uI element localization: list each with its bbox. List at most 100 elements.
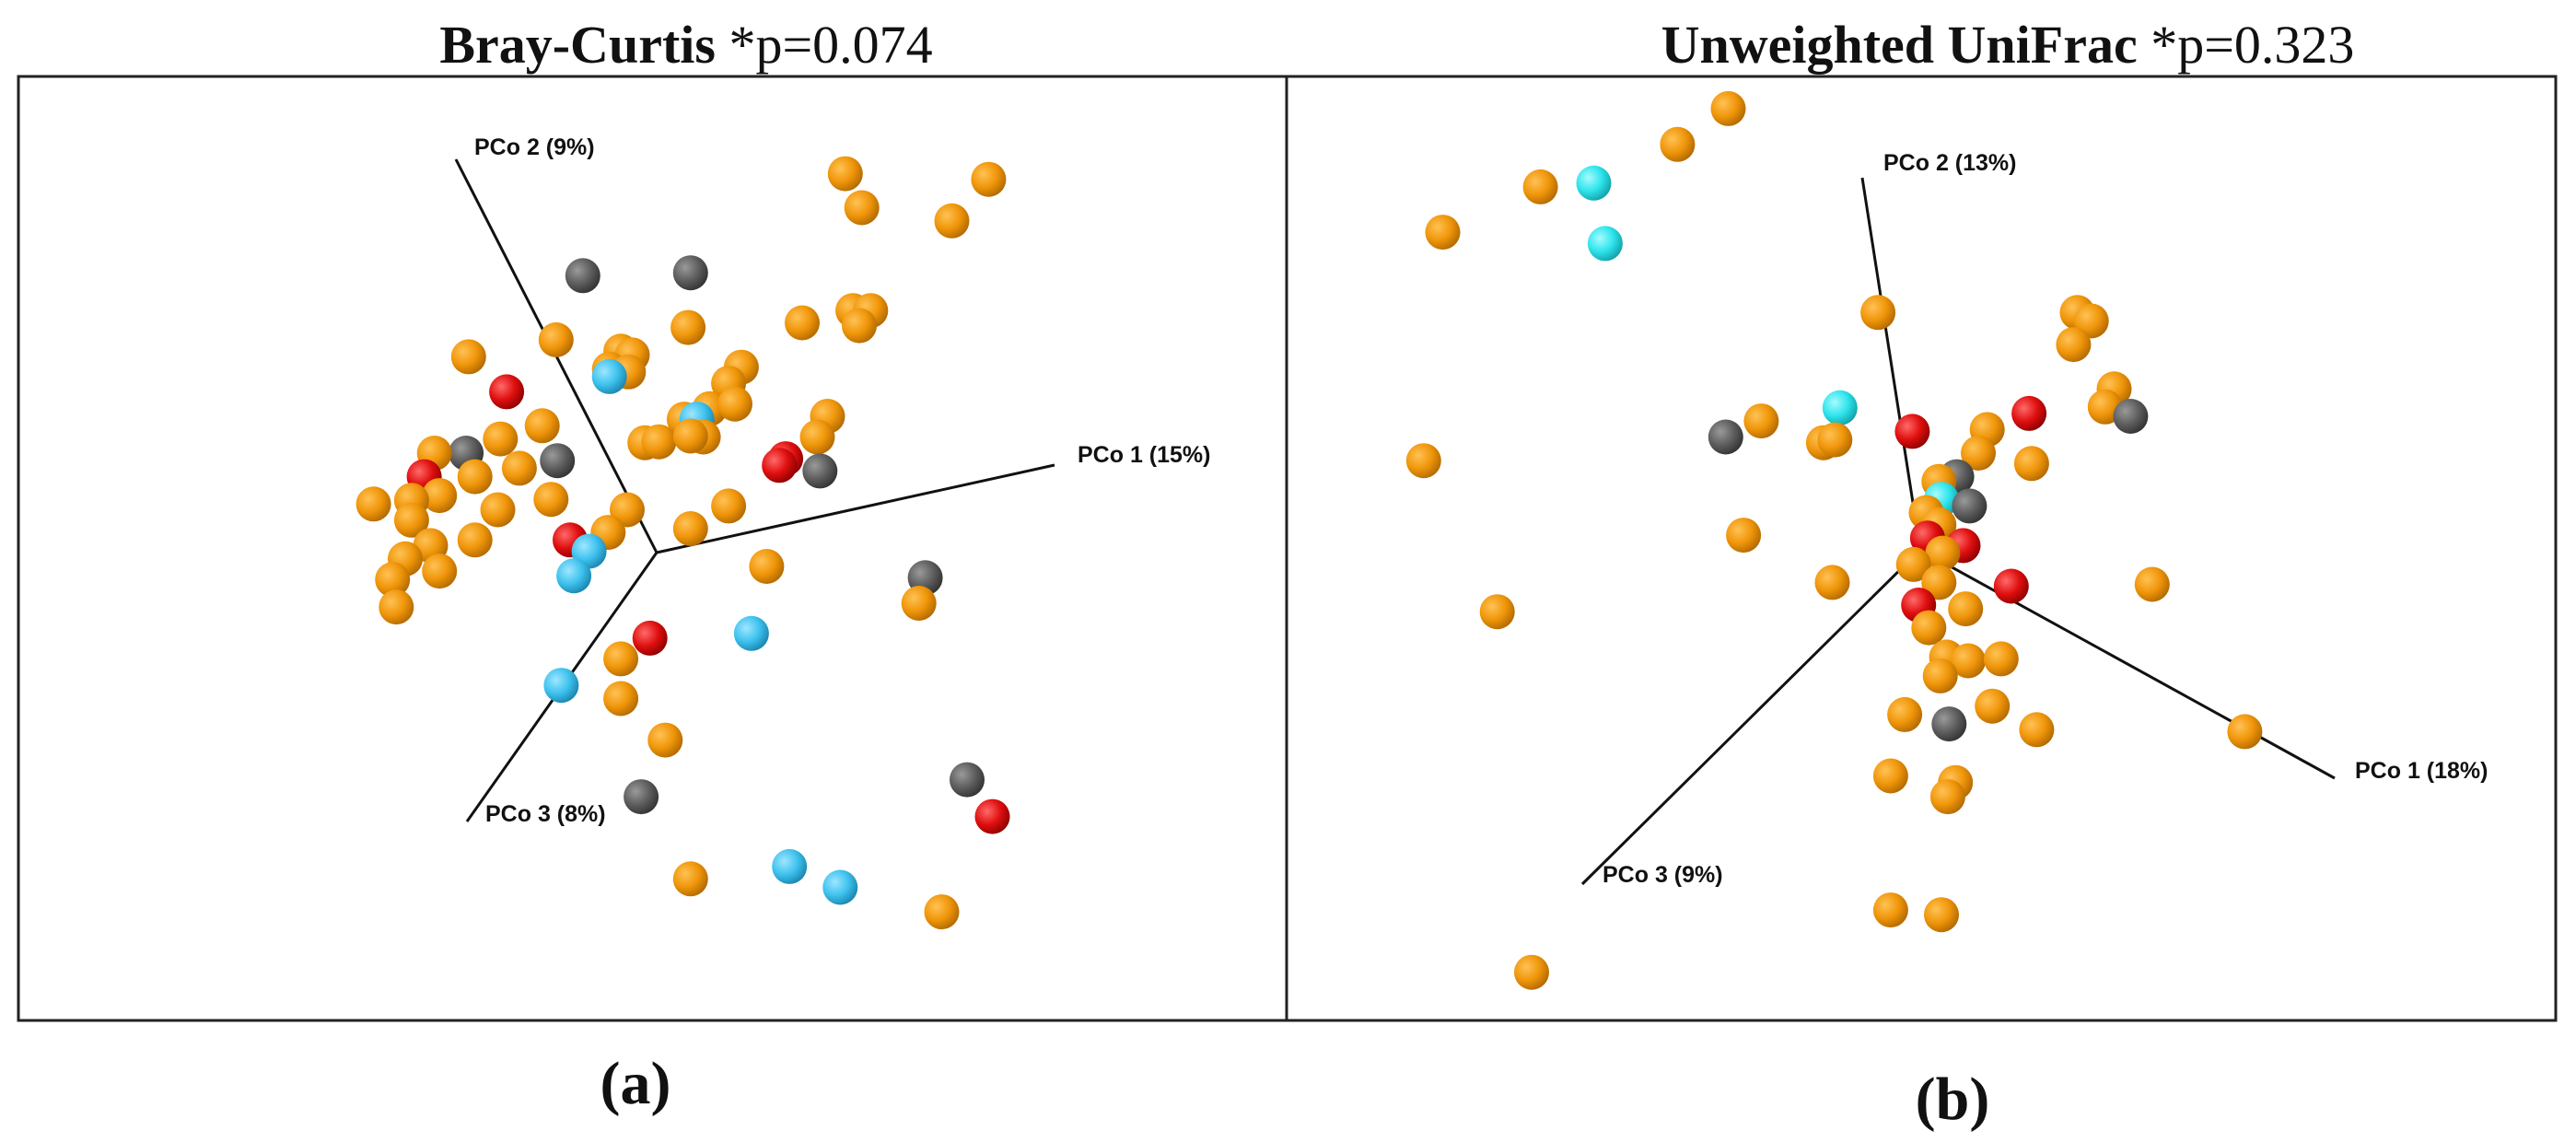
panel-a-point-orange xyxy=(524,408,560,444)
panel-a-point-orange xyxy=(670,309,706,345)
panel-b-point-orange xyxy=(2013,446,2049,482)
panel-b-point-orange xyxy=(1887,696,1923,732)
panel-a-point-gray xyxy=(565,258,600,294)
panel-b-point-orange xyxy=(1872,758,1908,794)
panel-a-point-orange xyxy=(501,450,537,486)
panel-a-point-orange xyxy=(457,522,493,558)
panel-a-point-gray xyxy=(624,779,659,815)
panel-a-point-red xyxy=(762,448,798,484)
panel-b-point-gray xyxy=(1708,419,1743,455)
panel-b-point-orange xyxy=(1922,658,1958,693)
panel-a-axis-pco1-label: PCo 1 (15%) xyxy=(1078,442,1210,468)
panel-a-point-blue xyxy=(556,558,592,594)
panel-b-axis-pco2 xyxy=(1860,177,1922,551)
panel-a-frame xyxy=(17,75,1288,1022)
panel-a-point-orange xyxy=(480,492,516,528)
panel-b-axis-pco2-label: PCo 2 (13%) xyxy=(1883,150,2016,176)
panel-a-point-orange xyxy=(842,308,877,344)
panel-b-point-cyan xyxy=(1576,165,1612,201)
panel-a-point-orange xyxy=(422,554,458,589)
panel-b-point-orange xyxy=(1951,643,1986,679)
panel-b-point-orange xyxy=(2019,712,2055,748)
panel-a-point-blue xyxy=(733,615,769,651)
panel-a-point-blue xyxy=(822,869,858,905)
panel-a-axis-pco2-label: PCo 2 (9%) xyxy=(474,134,595,160)
panel-b-point-red xyxy=(1993,568,2029,604)
panel-b-point-gray xyxy=(2113,399,2149,434)
panel-b-point-orange xyxy=(1860,295,1896,331)
panel-a-point-orange xyxy=(483,421,519,457)
panel-a-point-red xyxy=(489,374,525,410)
panel-a-point-orange xyxy=(971,161,1007,197)
panel-a-point-gray xyxy=(672,255,708,291)
panel-a-point-orange xyxy=(672,861,708,897)
panel-a-point-blue xyxy=(543,668,579,704)
panel-b-points xyxy=(1405,90,2263,990)
panel-a-point-orange xyxy=(717,386,752,422)
panel-b-point-orange xyxy=(1983,641,2019,677)
panel-b-point-orange xyxy=(1514,954,1549,990)
panel-a-point-orange xyxy=(356,486,391,522)
panel-a-points xyxy=(356,156,1010,930)
panel-a-label: (a) xyxy=(600,1050,671,1117)
panel-b-point-orange xyxy=(1743,403,1779,439)
panel-a-point-red xyxy=(632,620,668,656)
panel-a-point-orange xyxy=(785,305,820,341)
panel-b-point-orange xyxy=(1921,565,1957,600)
panel-b-title-metric: Unweighted UniFrac xyxy=(1661,15,2138,75)
panel-b-point-orange xyxy=(2227,714,2263,750)
panel-b-axes: PCo 1 (18%) PCo 2 (13%) PCo 3 (9%) xyxy=(1580,150,2488,888)
panel-a-point-orange xyxy=(641,424,677,460)
panel-b-point-orange xyxy=(1660,126,1696,162)
panel-a-point-orange xyxy=(672,511,708,546)
panel-a-point-orange xyxy=(393,502,429,538)
panel-b-point-orange xyxy=(2056,327,2092,363)
panel-b-label: (b) xyxy=(1916,1066,1990,1133)
panel-b-point-orange xyxy=(1925,535,1961,571)
panel-a-point-orange xyxy=(422,478,458,514)
panel-a-point-orange xyxy=(450,339,486,375)
panel-b-point-cyan xyxy=(1822,390,1858,425)
panel-a-point-orange xyxy=(603,641,639,677)
panel-a-point-orange xyxy=(533,482,569,518)
panel-b-point-red xyxy=(2011,395,2047,431)
panel-b-point-orange xyxy=(1961,436,1996,471)
panel-b-title-stat: *p=0.323 xyxy=(2138,15,2355,75)
panel-a-point-orange xyxy=(827,156,863,192)
panel-a-title: Bray-Curtis *p=0.074 xyxy=(439,15,932,75)
panel-b-point-orange xyxy=(1975,688,2011,724)
panel-b-point-orange xyxy=(1911,610,1947,646)
panel-b-title: Unweighted UniFrac *p=0.323 xyxy=(1661,15,2355,75)
panel-a-point-gray xyxy=(802,453,838,489)
panel-a-point-orange xyxy=(934,203,970,239)
panel-a-point-orange xyxy=(924,894,960,930)
panel-a-point-gray xyxy=(540,443,576,479)
panel-b-point-orange xyxy=(1929,779,1965,815)
panel-b-point-orange xyxy=(1522,169,1558,204)
panel-b-point-orange xyxy=(2134,566,2170,602)
panel-b-point-red xyxy=(1894,414,1930,449)
panel-b-axis-pco3 xyxy=(1580,548,1922,886)
panel-a-point-blue xyxy=(772,848,808,884)
panel-b-point-orange xyxy=(1814,565,1850,600)
panel-a-point-orange xyxy=(711,488,747,524)
panel-b-point-orange xyxy=(1425,215,1461,251)
panel-b-axis-pco1 xyxy=(1919,548,2336,780)
panel-a-point-orange xyxy=(538,322,574,357)
panel-b-point-orange xyxy=(1405,443,1441,479)
panel-b-point-orange xyxy=(1895,546,1931,582)
panel-a-point-blue xyxy=(591,358,627,394)
panel-a-title-stat: *p=0.074 xyxy=(716,15,933,75)
panel-b-point-orange xyxy=(1817,422,1853,458)
panel-b-point-orange xyxy=(1479,594,1515,630)
panel-a-title-metric: Bray-Curtis xyxy=(439,15,716,75)
panel-b-point-gray xyxy=(1952,488,1987,524)
panel-a-axis-pco1 xyxy=(656,463,1055,554)
panel-b-axis-pco3-label: PCo 3 (9%) xyxy=(1603,862,1723,888)
panel-b-axis-pco1-label: PCo 1 (18%) xyxy=(2355,758,2488,784)
panel-b-frame xyxy=(1285,75,2558,1022)
panel-a-point-orange xyxy=(603,681,639,717)
panel-a-point-orange xyxy=(749,549,785,584)
panel-a-axes: PCo 1 (15%) PCo 2 (9%) PCo 3 (8%) xyxy=(454,134,1210,827)
